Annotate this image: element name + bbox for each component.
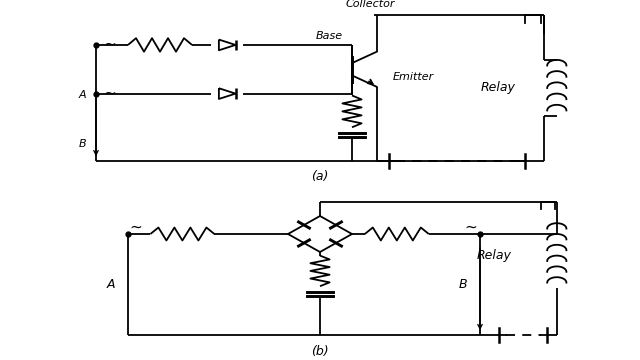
Text: B: B <box>459 278 467 291</box>
Text: ~: ~ <box>104 85 116 100</box>
Text: ~: ~ <box>104 37 116 52</box>
Text: ~: ~ <box>129 220 142 235</box>
Text: A: A <box>107 278 115 291</box>
Text: ~: ~ <box>464 220 477 235</box>
Text: Base: Base <box>316 31 343 41</box>
Text: Relay: Relay <box>481 81 515 94</box>
Text: (b): (b) <box>311 345 329 358</box>
Text: B: B <box>79 139 86 149</box>
Text: Emitter: Emitter <box>393 72 434 82</box>
Text: A: A <box>79 90 86 100</box>
Text: (a): (a) <box>311 170 329 184</box>
Text: Relay: Relay <box>477 249 512 262</box>
Text: Collector: Collector <box>346 0 395 9</box>
